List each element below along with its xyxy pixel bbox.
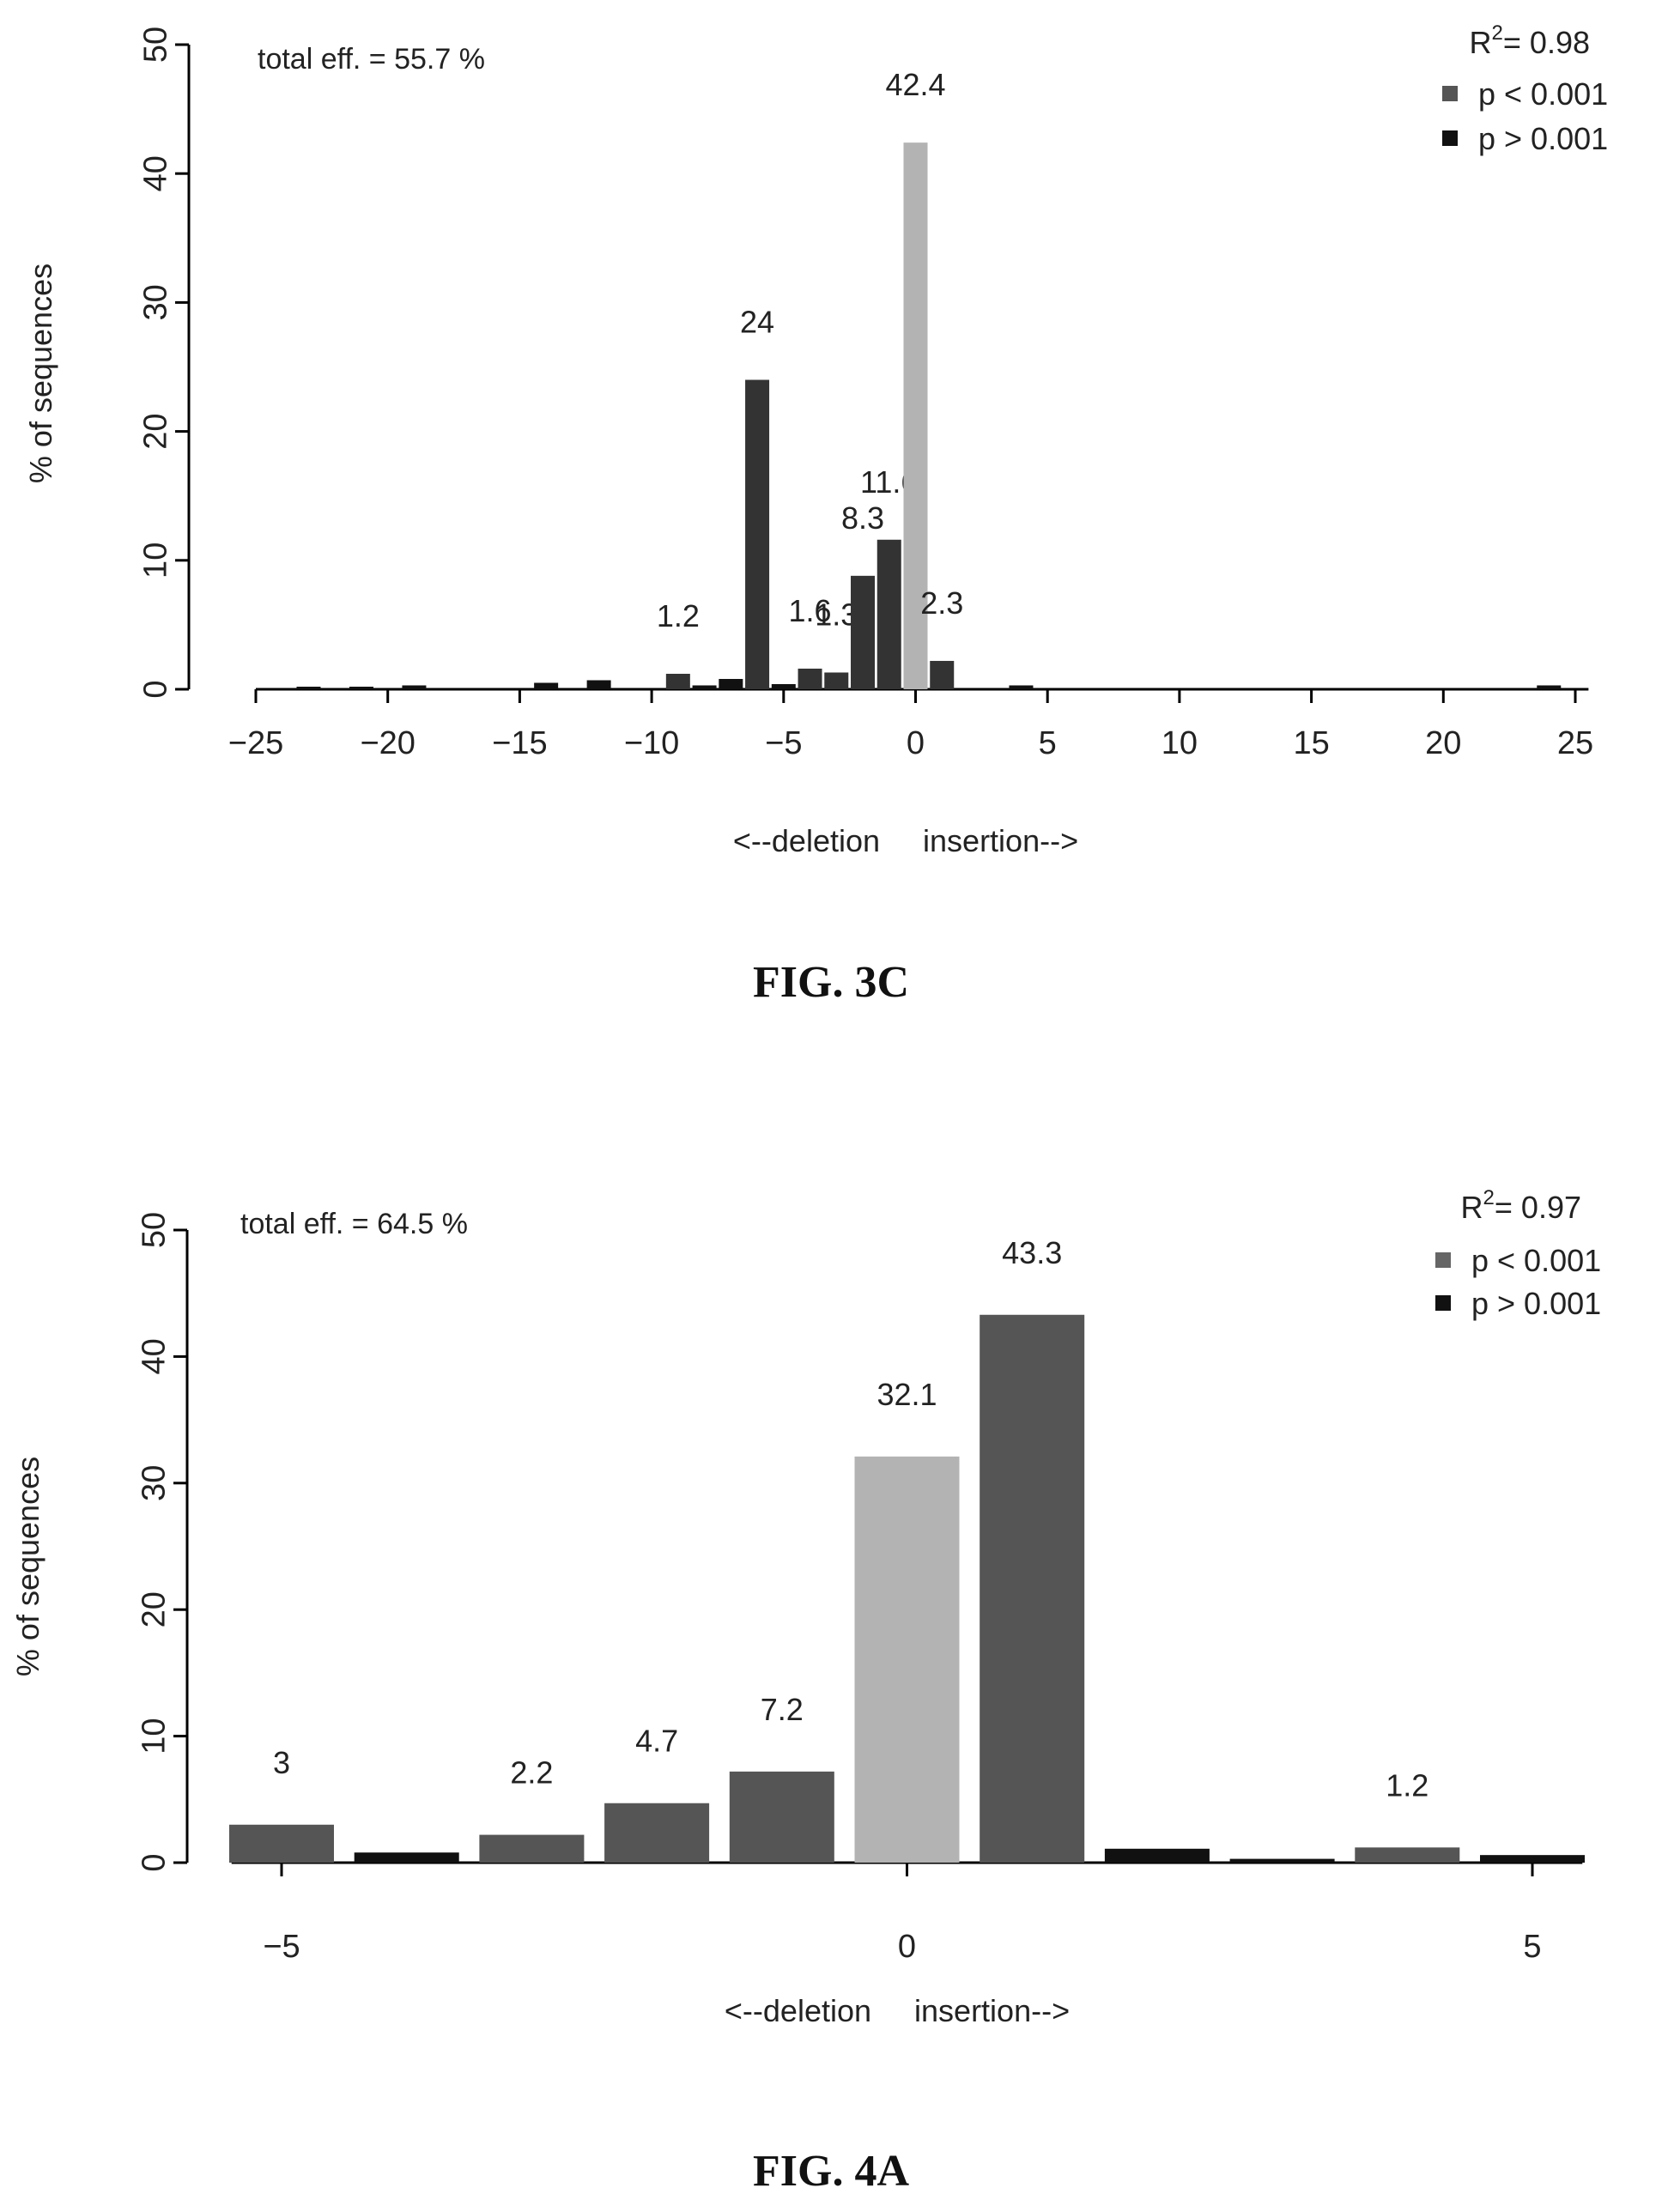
bar (798, 668, 822, 689)
y-axis-label: % of sequences (23, 264, 58, 483)
legend-swatch-p-lt (1442, 86, 1458, 101)
y-tick-label: 20 (137, 413, 173, 449)
efficiency-annotation: total eff. = 55.7 % (258, 43, 485, 76)
x-tick-label: 0 (898, 1929, 916, 1965)
bar (534, 682, 559, 689)
y-tick-label: 10 (136, 1718, 172, 1754)
y-tick-label: 40 (136, 1338, 172, 1374)
x-tick-label: 15 (1293, 725, 1329, 761)
bar (876, 539, 901, 689)
x-tick-label: 10 (1162, 725, 1198, 761)
legend-label-p-gt: p > 0.001 (1471, 1286, 1601, 1321)
data-label: 2.2 (510, 1755, 553, 1791)
bar (824, 672, 849, 689)
bar (479, 1834, 585, 1863)
bar (930, 660, 955, 689)
bar (903, 142, 928, 690)
x-tick-label: −5 (765, 725, 802, 761)
bar (349, 686, 373, 689)
y-tick-label: 30 (137, 284, 173, 320)
data-label: 7.2 (761, 1692, 804, 1727)
data-label: 42.4 (885, 67, 945, 102)
data-label: 4.7 (635, 1724, 678, 1759)
chart-fig-3c: % of sequences total eff. = 55.7 % R2= 0… (23, 21, 1608, 858)
data-label: 32.1 (876, 1377, 937, 1412)
bar (1009, 685, 1034, 689)
legend-swatch-p-lt (1435, 1252, 1451, 1268)
legend-label-p-lt: p < 0.001 (1478, 76, 1608, 112)
data-label: 2.3 (920, 585, 963, 621)
y-tick-label: 50 (137, 27, 173, 63)
y-tick-label: 30 (136, 1465, 172, 1501)
x-tick-label: 5 (1523, 1929, 1541, 1965)
bar (296, 686, 321, 689)
x-tick-label: −25 (228, 725, 283, 761)
r-squared-value: = 0.97 (1495, 1190, 1581, 1225)
x-tick-label: 20 (1425, 725, 1461, 761)
efficiency-annotation: total eff. = 64.5 % (240, 1208, 468, 1240)
plot-area: 0 10 20 30 40 50 −5 0 5 3 2.2 4.7 7.2 32.1 43.3 1.2 (136, 1212, 1585, 1965)
y-tick-label: 40 (137, 155, 173, 191)
x-tick-label: 5 (1039, 725, 1057, 761)
r-squared-text: R2= 0.98 (1470, 21, 1590, 60)
bar (771, 683, 796, 689)
r-squared-symbol: R (1461, 1190, 1483, 1225)
y-tick-label: 20 (136, 1591, 172, 1627)
x-tick-label: 25 (1557, 725, 1593, 761)
y-tick-label: 10 (137, 542, 173, 579)
bar (586, 680, 611, 689)
bar (854, 1456, 960, 1863)
figure-caption-3c: FIG. 3C (753, 958, 909, 1007)
plot-area: 0 10 20 30 40 50 −25 −20 −15 −10 −5 0 5 10 15 20 25 1.2 24… (137, 27, 1593, 761)
y-tick-label: 0 (136, 1853, 172, 1871)
data-label: 43.3 (1002, 1235, 1062, 1270)
data-label: 1.2 (1386, 1767, 1428, 1803)
legend-label-p-lt: p < 0.001 (1471, 1243, 1601, 1278)
bar (729, 1771, 834, 1863)
x-axis-label: <--deletion insertion--> (725, 1993, 1070, 2028)
chart-fig-4a: % of sequences total eff. = 64.5 % R2= 0… (10, 1186, 1601, 2028)
x-tick-label: −5 (263, 1929, 300, 1965)
data-label: 1.2 (657, 598, 700, 633)
legend-label-p-gt: p > 0.001 (1478, 121, 1608, 156)
bar (851, 575, 876, 689)
legend-swatch-p-gt (1435, 1295, 1451, 1311)
bar (1229, 1858, 1335, 1863)
bar (1480, 1855, 1585, 1863)
y-axis-label: % of sequences (10, 1457, 45, 1676)
legend-swatch-p-gt (1442, 130, 1458, 146)
bar (402, 685, 427, 689)
bar (745, 379, 770, 689)
r-squared-exponent: 2 (1492, 21, 1503, 45)
data-label: 24 (740, 305, 774, 340)
bar (692, 685, 717, 689)
r-squared-exponent: 2 (1483, 1186, 1495, 1209)
data-label: 8.3 (841, 500, 884, 536)
bar (980, 1314, 1085, 1863)
data-label: 3 (273, 1745, 290, 1780)
x-tick-label: −15 (492, 725, 547, 761)
bar (229, 1824, 334, 1863)
r-squared-symbol: R (1470, 25, 1492, 60)
bar (354, 1852, 459, 1863)
bar (665, 673, 690, 689)
bar (1537, 685, 1562, 689)
figure-caption-4a: FIG. 4A (753, 2147, 909, 2196)
data-label: 1.6 (789, 593, 832, 628)
x-tick-label: −10 (624, 725, 679, 761)
r-squared-value: = 0.98 (1503, 25, 1590, 60)
y-tick-label: 0 (137, 680, 173, 698)
bar (604, 1803, 710, 1863)
bar (719, 678, 743, 689)
y-tick-label: 50 (136, 1212, 172, 1248)
bar (1355, 1847, 1460, 1863)
r-squared-text: R2= 0.97 (1461, 1186, 1581, 1225)
x-tick-label: −20 (360, 725, 415, 761)
data-label: 1.3 (815, 597, 858, 632)
x-axis-label: <--deletion insertion--> (733, 823, 1078, 858)
x-tick-label: 0 (907, 725, 925, 761)
bar (1104, 1848, 1210, 1863)
